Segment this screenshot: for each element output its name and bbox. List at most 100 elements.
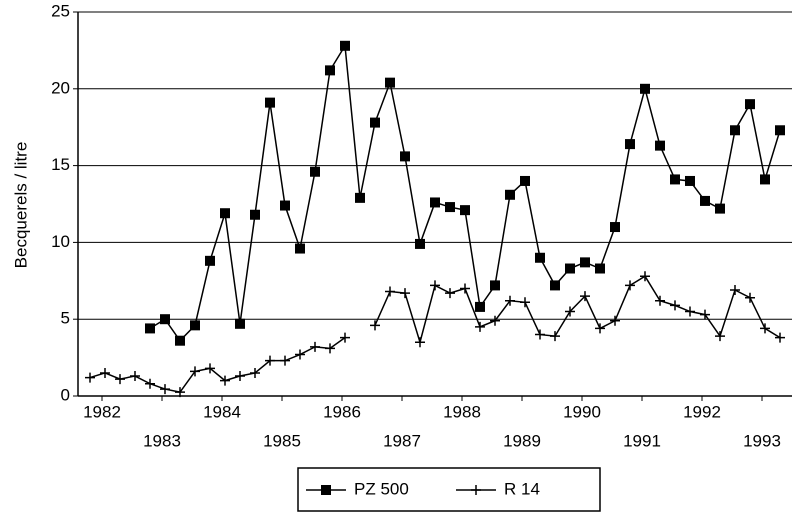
point: [115, 374, 125, 385]
x-tick-label: 1986: [323, 402, 361, 421]
point: [775, 125, 785, 136]
point: [145, 323, 155, 334]
point: [655, 295, 665, 306]
point: [775, 332, 785, 343]
point: [415, 238, 425, 249]
point: [205, 255, 215, 266]
point: [595, 323, 605, 334]
point: [340, 40, 350, 51]
point: [430, 280, 440, 291]
point: [580, 291, 590, 302]
point: [595, 263, 605, 274]
point: [250, 367, 260, 378]
point: [685, 306, 695, 317]
point: [625, 139, 635, 150]
point: [250, 209, 260, 220]
point: [430, 197, 440, 208]
point: [220, 375, 230, 386]
x-tick-label: 1987: [383, 431, 421, 450]
x-tick-label: 1982: [83, 402, 121, 421]
point: [685, 175, 695, 186]
point: [100, 367, 110, 378]
point: [175, 335, 185, 346]
point: [130, 371, 140, 382]
legend-marker: [471, 485, 481, 495]
point: [295, 349, 305, 360]
series-line: [149, 43, 781, 342]
point: [235, 318, 245, 329]
legend-label: R 14: [504, 479, 540, 498]
point: [640, 271, 650, 282]
x-tick-label: 1992: [683, 402, 721, 421]
point: [280, 200, 290, 211]
x-tick-label: 1988: [443, 402, 481, 421]
point: [550, 331, 560, 342]
x-tick-label: 1991: [623, 431, 661, 450]
point: [730, 285, 740, 296]
point: [385, 286, 395, 297]
point: [490, 315, 500, 326]
point: [505, 189, 515, 200]
point: [355, 192, 365, 203]
point: [220, 208, 230, 219]
point: [325, 65, 335, 76]
point: [370, 320, 380, 331]
point: [400, 288, 410, 299]
point: [295, 243, 305, 254]
point: [310, 166, 320, 177]
legend-marker: [321, 485, 331, 495]
point: [535, 329, 545, 340]
point: [745, 99, 755, 110]
point: [580, 257, 590, 268]
point: [700, 195, 710, 206]
point: [160, 384, 170, 395]
point: [460, 205, 470, 216]
point: [415, 337, 425, 348]
point: [190, 366, 200, 377]
x-tick-label: 1983: [143, 431, 181, 450]
x-tick-label: 1984: [203, 402, 241, 421]
point: [370, 117, 380, 128]
point: [490, 280, 500, 291]
legend-label: PZ 500: [354, 479, 409, 498]
point: [385, 77, 395, 88]
point: [670, 300, 680, 311]
y-tick-label: 0: [61, 385, 70, 404]
point: [265, 355, 275, 366]
point: [715, 331, 725, 342]
y-tick-label: 20: [51, 78, 70, 97]
point: [325, 343, 335, 354]
point: [700, 309, 710, 320]
point: [400, 151, 410, 162]
x-tick-label: 1989: [503, 431, 541, 450]
point: [205, 363, 215, 374]
point: [160, 314, 170, 325]
point: [550, 280, 560, 291]
point: [640, 83, 650, 94]
point: [625, 280, 635, 291]
point: [475, 321, 485, 332]
point: [520, 175, 530, 186]
point: [535, 252, 545, 263]
point: [610, 315, 620, 326]
point: [505, 295, 515, 306]
legend-box: [297, 467, 601, 512]
point: [565, 263, 575, 274]
point: [85, 372, 95, 383]
point: [730, 125, 740, 136]
point: [565, 306, 575, 317]
x-tick-label: 1985: [263, 431, 301, 450]
point: [310, 341, 320, 352]
point: [175, 387, 185, 398]
point: [280, 355, 290, 366]
point: [265, 97, 275, 108]
x-tick-label: 1993: [743, 431, 781, 450]
series-line: [89, 275, 781, 393]
point: [235, 371, 245, 382]
point: [760, 323, 770, 334]
point: [445, 202, 455, 213]
y-axis-label: Becquerels / litre: [11, 142, 30, 269]
legend: PZ 500 R 14: [297, 467, 601, 512]
point: [670, 174, 680, 185]
